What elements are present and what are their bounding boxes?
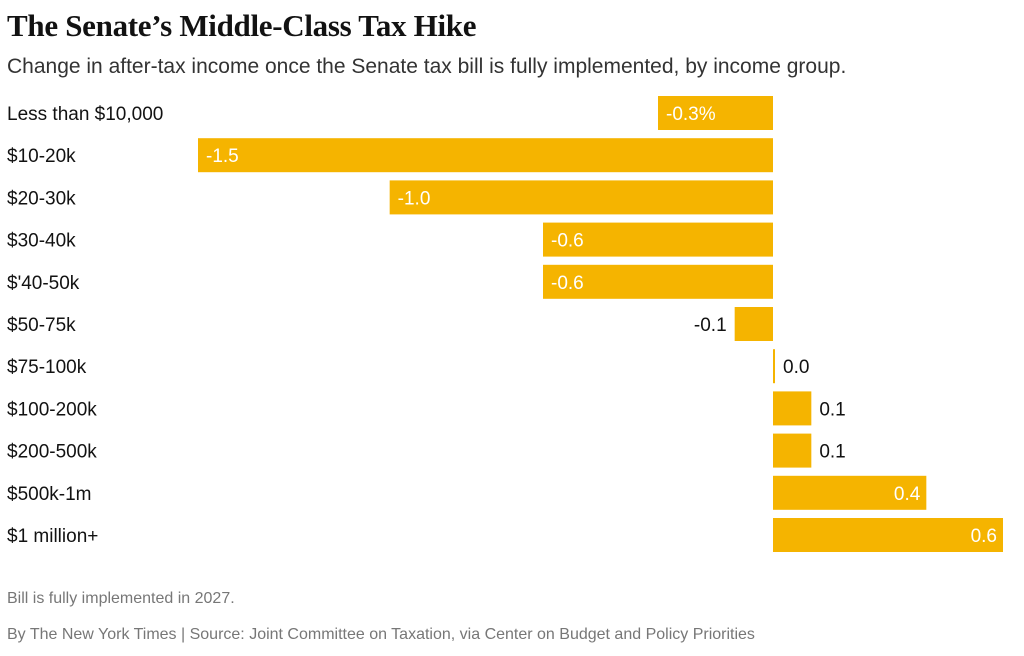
- value-label: -0.6: [551, 231, 584, 252]
- footnote: Bill is fully implemented in 2027.: [7, 590, 235, 607]
- category-label: $'40-50k: [7, 273, 80, 294]
- category-label: $75-100k: [7, 357, 87, 378]
- category-label: $200-500k: [7, 442, 97, 463]
- chart-title: The Senate’s Middle-Class Tax Hike: [7, 8, 477, 43]
- bar: [734, 307, 773, 341]
- category-label: $10-20k: [7, 146, 76, 167]
- value-label: 0.1: [819, 399, 845, 420]
- bar: [658, 96, 773, 130]
- value-label: 0.0: [783, 357, 809, 378]
- category-label: $100-200k: [7, 399, 97, 420]
- value-label: -0.3%: [666, 104, 716, 125]
- chart-subtitle: Change in after-tax income once the Sena…: [7, 55, 847, 78]
- bar: [773, 433, 812, 468]
- value-label: 0.4: [894, 484, 921, 505]
- bar: [389, 180, 773, 215]
- bar: [773, 518, 1003, 552]
- category-label: $50-75k: [7, 315, 76, 336]
- bar-chart: Less than $10,000 -0.3% $10-20k -1.5 $20-30k…: [7, 96, 1003, 552]
- bar: [543, 264, 773, 299]
- category-label: Less than $10,000: [7, 104, 163, 125]
- value-label: 0.1: [819, 442, 845, 463]
- value-label: -1.5: [206, 146, 239, 167]
- bar: [198, 138, 773, 173]
- value-label: -1.0: [398, 188, 431, 209]
- category-label: $500k-1m: [7, 484, 92, 505]
- bar: [773, 349, 775, 384]
- value-label: 0.6: [971, 526, 997, 547]
- bar: [773, 475, 927, 510]
- bar: [543, 222, 773, 257]
- category-label: $1 million+: [7, 526, 98, 547]
- category-label: $20-30k: [7, 188, 76, 209]
- value-label: -0.6: [551, 273, 584, 294]
- bar: [773, 391, 812, 426]
- source-credit: By The New York Times | Source: Joint Co…: [7, 626, 755, 643]
- category-label: $30-40k: [7, 231, 76, 252]
- value-label: -0.1: [694, 315, 727, 336]
